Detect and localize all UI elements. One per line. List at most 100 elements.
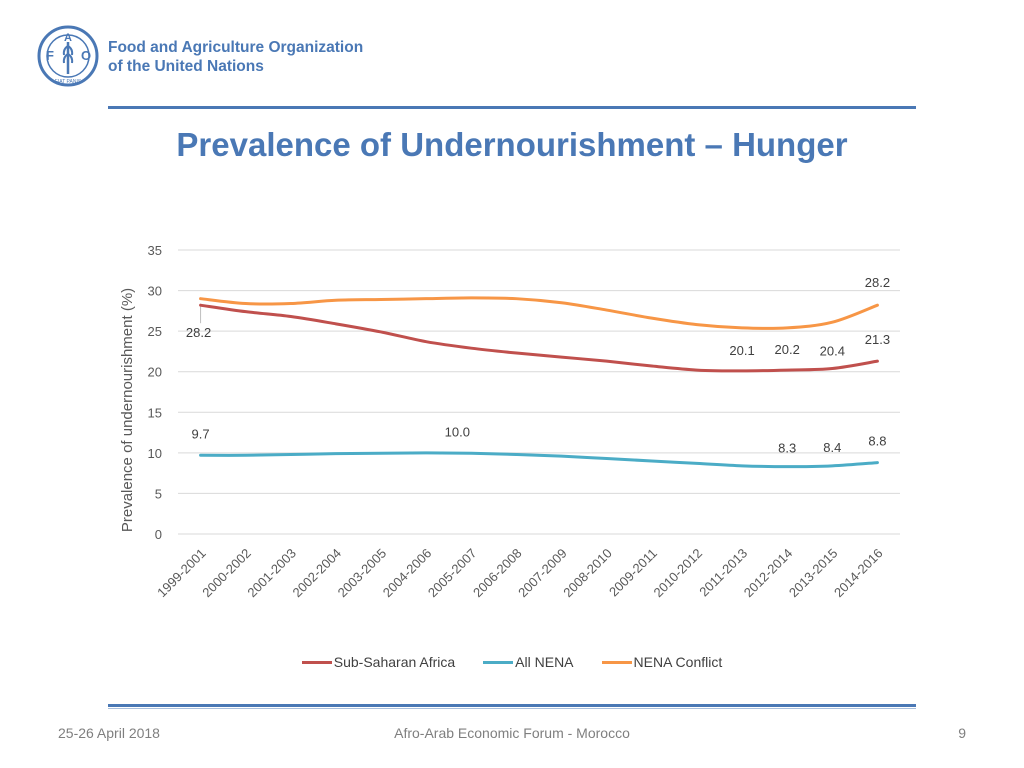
- legend-label-sub-saharan-africa: Sub-Saharan Africa: [333, 654, 456, 670]
- organization-name: Food and Agriculture Organization of the…: [108, 38, 363, 76]
- logo-letter-f: F: [46, 48, 54, 63]
- data-point-all-nena-8: [560, 455, 563, 458]
- legend-swatch-nena-conflict: [601, 660, 632, 664]
- fao-logo: F A O FIAT PANIS: [37, 25, 99, 87]
- data-point-nena-conflict-5: [425, 297, 428, 300]
- data-point-all-nena-1: [244, 454, 247, 457]
- chart-legend: Sub-Saharan Africa All NENA NENA Conflic…: [0, 654, 1024, 670]
- y-tick-label-15: 15: [148, 405, 162, 420]
- y-tick-label-0: 0: [155, 527, 162, 542]
- footer-divider: [108, 704, 916, 707]
- data-point-sub-saharan-africa-2: [289, 315, 292, 318]
- data-label-sub-saharan-africa-13: 20.2: [775, 342, 800, 357]
- data-label-sub-saharan-africa-12: 20.1: [729, 343, 754, 358]
- data-point-all-nena-5: [425, 451, 428, 454]
- logo-motto: FIAT PANIS: [55, 79, 82, 85]
- data-point-all-nena-2: [289, 453, 292, 456]
- series-line-nena-conflict: [199, 296, 879, 330]
- header-divider: [108, 106, 916, 109]
- data-point-nena-conflict-4: [380, 298, 383, 301]
- data-point-all-nena-4: [380, 452, 383, 455]
- legend-label-nena-conflict: NENA Conflict: [633, 654, 723, 670]
- footer-date: 25-26 April 2018: [58, 725, 160, 741]
- footer-divider-thin: [108, 708, 916, 709]
- data-point-sub-saharan-africa-7: [515, 352, 518, 355]
- data-point-sub-saharan-africa-3: [334, 322, 337, 325]
- y-tick-label-5: 5: [155, 486, 162, 501]
- legend-swatch-sub-saharan-africa: [301, 660, 332, 664]
- data-point-all-nena-0: [199, 454, 202, 457]
- data-point-sub-saharan-africa-0: [199, 304, 202, 307]
- page-number: 9: [958, 725, 966, 741]
- organization-name-line2: of the United Nations: [108, 58, 264, 75]
- data-label-all-nena-13: 8.3: [778, 441, 796, 456]
- data-point-all-nena-7: [515, 453, 518, 456]
- data-point-sub-saharan-africa-6: [470, 347, 473, 350]
- data-label-nena-conflict-15: 28.2: [865, 275, 890, 290]
- data-point-all-nena-10: [650, 459, 653, 462]
- legend-label-all-nena: All NENA: [515, 654, 574, 670]
- data-point-all-nena-3: [334, 452, 337, 455]
- data-point-nena-conflict-9: [605, 309, 608, 312]
- logo-letter-o: O: [81, 48, 91, 63]
- data-point-nena-conflict-11: [695, 323, 698, 326]
- y-tick-label-10: 10: [148, 446, 162, 461]
- data-point-sub-saharan-africa-9: [605, 360, 608, 363]
- data-point-nena-conflict-0: [199, 297, 202, 300]
- data-point-nena-conflict-3: [334, 299, 337, 302]
- y-tick-label-30: 30: [148, 284, 162, 299]
- data-label-all-nena-14: 8.4: [823, 440, 841, 455]
- data-point-sub-saharan-africa-11: [695, 369, 698, 372]
- data-label-all-nena-0: 9.7: [192, 426, 210, 441]
- series-line-all-nena: [199, 451, 879, 469]
- data-point-nena-conflict-2: [289, 302, 292, 305]
- data-point-sub-saharan-africa-8: [560, 356, 563, 359]
- data-point-sub-saharan-africa-4: [380, 330, 383, 333]
- series-line-sub-saharan-africa: [199, 303, 879, 373]
- data-point-nena-conflict-13: [786, 326, 789, 329]
- data-point-all-nena-9: [605, 457, 608, 460]
- data-point-sub-saharan-africa-10: [650, 365, 653, 368]
- data-point-nena-conflict-14: [831, 321, 834, 324]
- data-point-all-nena-13: [786, 465, 789, 468]
- x-tick-label-2014-2016: 2014-2016: [831, 546, 886, 601]
- data-label-all-nena-6: 10.0: [445, 424, 470, 439]
- data-point-sub-saharan-africa-13: [786, 369, 789, 372]
- legend-item-all-nena: All NENA: [483, 654, 574, 670]
- data-point-nena-conflict-1: [244, 302, 247, 305]
- y-tick-label-20: 20: [148, 365, 162, 380]
- data-point-sub-saharan-africa-1: [244, 310, 247, 313]
- data-label-all-nena-15: 8.8: [868, 434, 886, 449]
- data-label-sub-saharan-africa-0: 28.2: [186, 325, 211, 340]
- data-point-all-nena-12: [741, 464, 744, 467]
- data-label-sub-saharan-africa-14: 20.4: [820, 343, 845, 358]
- x-tick-label-2008-2010: 2008-2010: [560, 546, 615, 601]
- y-tick-label-35: 35: [148, 243, 162, 258]
- legend-item-nena-conflict: NENA Conflict: [601, 654, 723, 670]
- data-point-sub-saharan-africa-15: [876, 360, 879, 363]
- data-point-sub-saharan-africa-5: [425, 340, 428, 343]
- data-point-all-nena-14: [831, 464, 834, 467]
- data-point-nena-conflict-15: [876, 304, 879, 307]
- data-point-nena-conflict-6: [470, 296, 473, 299]
- data-label-sub-saharan-africa-15: 21.3: [865, 332, 890, 347]
- x-tick-label-2010-2012: 2010-2012: [650, 546, 705, 601]
- data-point-sub-saharan-africa-12: [741, 369, 744, 372]
- data-point-nena-conflict-10: [650, 317, 653, 320]
- legend-item-sub-saharan-africa: Sub-Saharan Africa: [301, 654, 456, 670]
- organization-name-line1: Food and Agriculture Organization: [108, 39, 364, 56]
- legend-swatch-all-nena: [483, 660, 514, 664]
- data-point-sub-saharan-africa-14: [831, 367, 834, 370]
- data-point-nena-conflict-12: [741, 326, 744, 329]
- y-axis-title: Prevalence of undernourishment (%): [119, 288, 136, 532]
- footer-event: Afro-Arab Economic Forum - Morocco: [394, 725, 630, 741]
- data-point-nena-conflict-8: [560, 301, 563, 304]
- slide-title: Prevalence of Undernourishment – Hunger: [176, 126, 848, 163]
- logo-letter-a: A: [64, 32, 72, 44]
- data-point-all-nena-11: [695, 462, 698, 465]
- data-point-nena-conflict-7: [515, 297, 518, 300]
- data-point-all-nena-15: [876, 461, 879, 464]
- y-tick-label-25: 25: [148, 324, 162, 339]
- data-point-all-nena-6: [470, 452, 473, 455]
